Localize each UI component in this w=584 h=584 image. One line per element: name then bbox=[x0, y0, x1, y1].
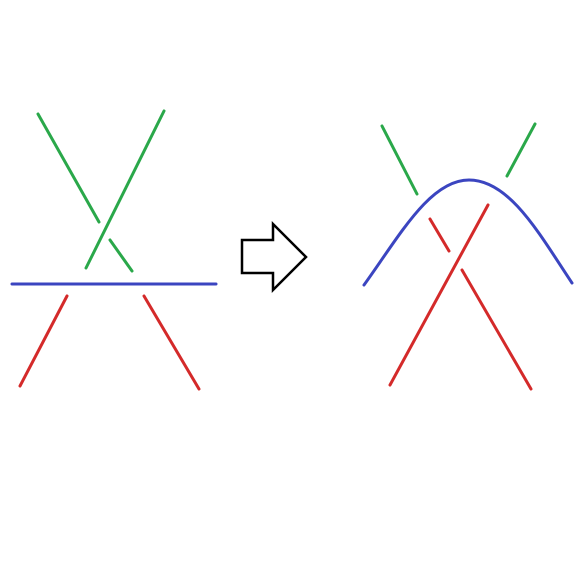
right-panel bbox=[362, 122, 574, 391]
left-red-strand-1 bbox=[18, 294, 69, 388]
right-green-strand-2 bbox=[505, 122, 537, 178]
right-green-strand-1 bbox=[380, 124, 419, 196]
left-green-strand-1 bbox=[36, 112, 101, 224]
left-green-strand-2 bbox=[84, 109, 166, 270]
right-red-strand-1 bbox=[388, 203, 490, 387]
right-red-strand-2-lower bbox=[460, 268, 533, 391]
left-panel bbox=[10, 109, 218, 391]
right-red-strand-2-upper bbox=[428, 217, 451, 253]
right-blue-arch bbox=[362, 178, 574, 287]
transformation-arrow bbox=[240, 220, 308, 294]
left-green-strand-1-lower bbox=[108, 238, 134, 273]
left-red-strand-2 bbox=[142, 294, 201, 391]
